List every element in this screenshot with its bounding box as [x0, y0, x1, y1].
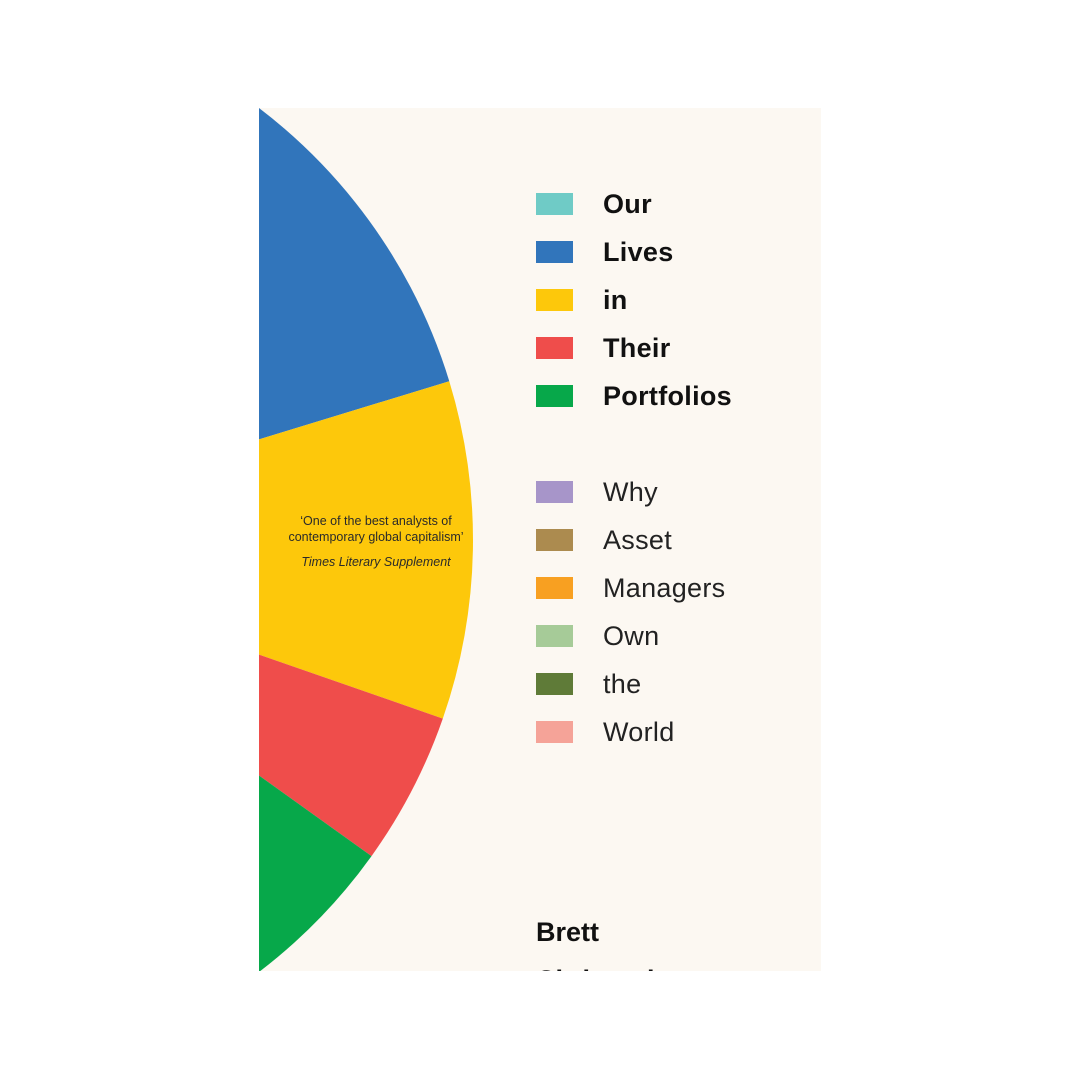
title-word: Our [603, 188, 652, 219]
subtitle-row: Own [536, 612, 659, 660]
subtitle-row: Asset [536, 516, 672, 564]
author-name: Brett Christophers [536, 908, 704, 971]
author-first-name: Brett [536, 917, 600, 947]
color-swatch [536, 337, 573, 359]
title-row: Portfolios [536, 372, 732, 420]
title-row: in [536, 276, 628, 324]
title-word: Portfolios [603, 380, 732, 411]
author-last-name: Christophers [536, 956, 704, 971]
quote-source: Times Literary Supplement [301, 555, 451, 569]
subtitle-word: World [603, 716, 675, 747]
subtitle-row: the [536, 660, 641, 708]
title-word: Lives [603, 236, 674, 267]
subtitle-word: the [603, 668, 642, 699]
color-swatch [536, 193, 573, 215]
book-cover: ‘One of the best analysts of contemporar… [259, 108, 821, 971]
pie-graphic [259, 108, 473, 971]
color-swatch [536, 241, 573, 263]
color-swatch [536, 721, 573, 743]
color-swatch [536, 529, 573, 551]
title-row: Their [536, 324, 671, 372]
title-word: in [603, 284, 628, 315]
color-swatch [536, 577, 573, 599]
title-row: Lives [536, 228, 674, 276]
pie-slice [259, 654, 443, 857]
color-swatch [536, 289, 573, 311]
subtitle-row: Why [536, 468, 658, 516]
subtitle-word: Managers [603, 572, 726, 603]
quote-text: ‘One of the best analysts of contemporar… [288, 514, 464, 544]
pie-slice [259, 381, 473, 719]
subtitle-row: Managers [536, 564, 725, 612]
pie-slice [259, 775, 372, 971]
pie-slice [259, 108, 450, 440]
color-swatch [536, 385, 573, 407]
subtitle-word: Asset [603, 524, 673, 555]
subtitle-word: Own [603, 620, 660, 651]
color-swatch [536, 625, 573, 647]
color-swatch [536, 673, 573, 695]
color-swatch [536, 481, 573, 503]
title-word: Their [603, 332, 671, 363]
review-quote: ‘One of the best analysts of contemporar… [281, 513, 471, 570]
subtitle-word: Why [603, 476, 658, 507]
subtitle-row: World [536, 708, 675, 756]
title-row: Our [536, 180, 652, 228]
